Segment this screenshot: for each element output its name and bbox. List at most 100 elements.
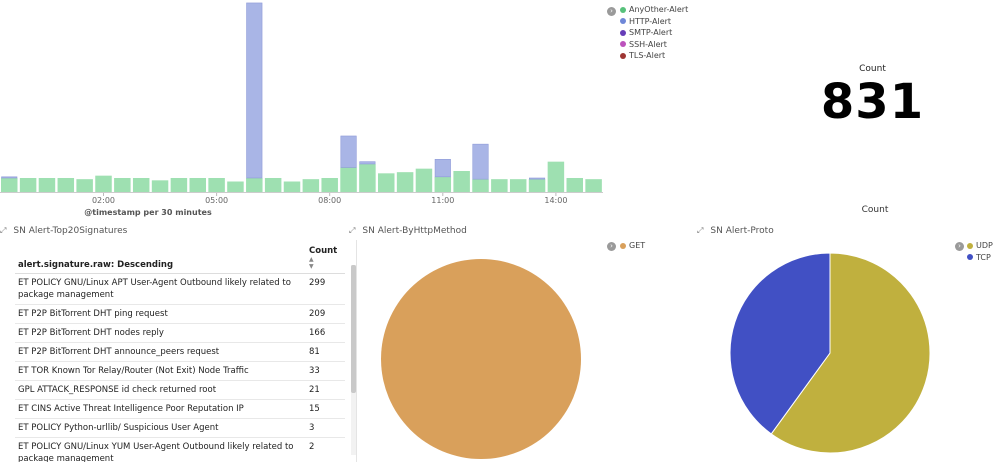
histogram-legend: AnyOther-Alert HTTP-Alert SMTP-Alert SSH-Al… [620, 4, 688, 62]
http-method-panel-header: ⤢ SN Alert-ByHttpMethod [349, 226, 467, 236]
count-column-header[interactable]: Count ▲ ▼ [309, 244, 345, 274]
signature-cell: GPL ATTACK_RESPONSE id check returned ro… [15, 380, 309, 400]
http-method-legend: GET [620, 240, 645, 252]
pie-slice-tcp[interactable] [729, 252, 831, 435]
x-axis-label: @timestamp per 30 minutes [84, 208, 212, 217]
legend-item[interactable]: HTTP-Alert [620, 16, 688, 28]
legend-item[interactable]: AnyOther-Alert [620, 4, 688, 16]
legend-toggle-icon[interactable]: › [955, 242, 964, 251]
legend-toggle-icon[interactable]: › [607, 242, 616, 251]
legend-item[interactable]: UDP [967, 240, 993, 252]
http-bar[interactable] [246, 2, 263, 179]
table-row[interactable]: ET P2P BitTorrent DHT ping request 209 [15, 304, 345, 324]
http-method-panel-title: SN Alert-ByHttpMethod [362, 226, 467, 236]
anyother-bar[interactable] [57, 177, 75, 192]
anyother-bar[interactable] [283, 181, 301, 192]
anyother-bar[interactable] [208, 177, 225, 192]
anyother-bar[interactable] [227, 181, 244, 192]
anyother-bar[interactable] [585, 179, 602, 192]
pie-slice-get[interactable] [381, 259, 581, 459]
legend-swatch [620, 242, 626, 249]
legend-toggle-icon[interactable]: › [607, 7, 616, 16]
count-cell: 3 [309, 418, 345, 438]
table-row[interactable]: ET P2P BitTorrent DHT nodes reply 166 [15, 323, 345, 343]
anyother-bar[interactable] [396, 172, 414, 192]
anyother-bar[interactable] [151, 180, 169, 192]
sort-icon[interactable]: ▲ ▼ [309, 256, 314, 270]
anyother-bar[interactable] [302, 179, 320, 192]
anyother-bar[interactable] [359, 163, 376, 192]
anyother-bar[interactable] [246, 177, 263, 192]
http-bar[interactable] [528, 177, 546, 180]
anyother-bar[interactable] [472, 179, 489, 192]
proto-count-label: Count [861, 205, 889, 215]
count-cell: 299 [309, 273, 345, 305]
anyother-bar[interactable] [76, 179, 93, 192]
anyother-bar[interactable] [95, 175, 112, 192]
anyother-bar[interactable] [321, 177, 338, 192]
signature-cell: ET POLICY Python-urllib/ Suspicious User… [15, 418, 309, 438]
table-row[interactable]: ET POLICY Python-urllib/ Suspicious User… [15, 418, 345, 438]
anyother-bar[interactable] [547, 161, 565, 192]
pie-slice-udp[interactable] [770, 252, 931, 454]
anyother-bar[interactable] [491, 179, 508, 192]
anyother-bar[interactable] [340, 167, 357, 192]
anyother-bar[interactable] [434, 176, 452, 192]
table-row[interactable]: ET POLICY GNU/Linux YUM User-Agent Outbo… [15, 437, 345, 462]
legend-swatch [620, 18, 626, 25]
table-row[interactable]: ET P2P BitTorrent DHT announce_peers req… [15, 342, 345, 362]
legend-item[interactable]: SSH-Alert [620, 39, 688, 51]
signature-cell: ET TOR Known Tor Relay/Router (Not Exit)… [15, 361, 309, 381]
count-cell: 209 [309, 304, 345, 324]
anyother-bar[interactable] [566, 177, 584, 192]
anyother-bar[interactable] [189, 177, 207, 192]
table-scrollbar-thumb[interactable] [351, 265, 356, 393]
table-row[interactable]: ET CINS Active Threat Intelligence Poor … [15, 399, 345, 419]
top20-signatures-table: alert.signature.raw: Descending Count ▲ ▼… [15, 244, 345, 462]
legend-item[interactable]: GET [620, 240, 645, 252]
http-bar[interactable] [1, 176, 18, 179]
http-bar[interactable] [472, 143, 489, 180]
anyother-bar[interactable] [170, 177, 188, 192]
legend-label: AnyOther-Alert [629, 5, 689, 15]
expand-icon[interactable]: ⤢ [0, 226, 7, 235]
alert-histogram-chart: 02:00 05:00 08:00 11:00 14:00 @timestamp per … [0, 2, 603, 217]
alert-histogram-panel: 02:00 05:00 08:00 11:00 14:00 @timestamp per … [0, 0, 700, 222]
anyother-bar[interactable] [453, 170, 470, 192]
table-row[interactable]: GPL ATTACK_RESPONSE id check returned ro… [15, 380, 345, 400]
proto-panel-header: ⤢ SN Alert-Proto [697, 226, 774, 236]
anyother-bar[interactable] [509, 179, 527, 192]
anyother-bar[interactable] [1, 177, 18, 192]
legend-item[interactable]: TCP [967, 252, 993, 264]
table-row[interactable]: ET TOR Known Tor Relay/Router (Not Exit)… [15, 361, 345, 381]
count-cell: 15 [309, 399, 345, 419]
signature-cell: ET POLICY GNU/Linux YUM User-Agent Outbo… [15, 437, 309, 462]
expand-icon[interactable]: ⤢ [349, 226, 356, 235]
anyother-bar[interactable] [38, 177, 56, 192]
anyother-bar[interactable] [19, 177, 37, 192]
http-method-pie-chart [381, 259, 581, 459]
anyother-bar[interactable] [114, 177, 131, 192]
legend-item[interactable]: TLS-Alert [620, 50, 688, 62]
anyother-bar[interactable] [528, 179, 546, 192]
anyother-bar[interactable] [378, 173, 395, 192]
count-metric-value: 831 [820, 74, 925, 130]
proto-legend: UDP TCP [967, 240, 993, 263]
legend-label: TLS-Alert [629, 51, 666, 61]
anyother-bar[interactable] [132, 177, 150, 192]
table-row[interactable]: ET POLICY GNU/Linux APT User-Agent Outbo… [15, 273, 345, 305]
count-cell: 21 [309, 380, 345, 400]
x-tick-label: 02:00 [92, 196, 115, 205]
x-tick-label: 05:00 [205, 196, 228, 205]
legend-item[interactable]: SMTP-Alert [620, 27, 688, 39]
anyother-bar[interactable] [415, 168, 433, 192]
legend-swatch [620, 52, 626, 59]
http-bar[interactable] [359, 161, 376, 165]
http-bar[interactable] [340, 135, 357, 168]
anyother-bar[interactable] [264, 177, 282, 192]
http-bar[interactable] [434, 159, 451, 178]
expand-icon[interactable]: ⤢ [697, 226, 704, 235]
top20-signatures-table-panel: alert.signature.raw: Descending Count ▲ ▼… [0, 240, 357, 462]
signature-column-header[interactable]: alert.signature.raw: Descending [15, 244, 309, 274]
legend-label: GET [629, 241, 646, 251]
